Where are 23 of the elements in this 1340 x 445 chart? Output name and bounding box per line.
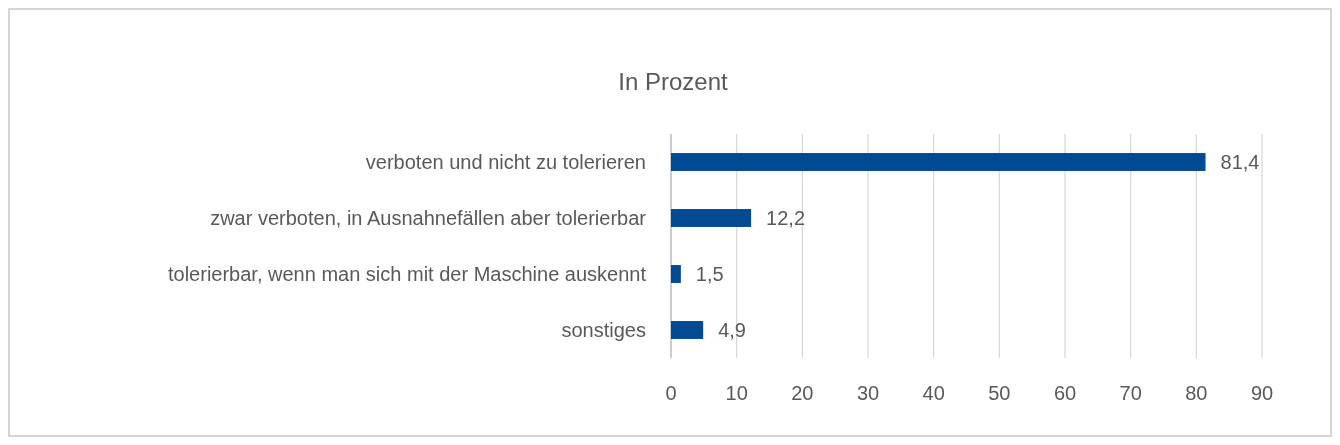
chart-title: In Prozent	[618, 68, 729, 96]
y-tick-label: tolerierbar, wenn man sich mit der Maschine auskennt	[167, 263, 647, 285]
bar	[671, 265, 681, 283]
data-label: 1,5	[695, 263, 724, 285]
bar	[671, 321, 704, 339]
x-tick-label: 0	[665, 382, 677, 404]
x-tick-label: 80	[1185, 382, 1208, 404]
x-tick-label: 10	[725, 382, 748, 404]
bar	[671, 209, 752, 227]
x-tick-label: 70	[1119, 382, 1142, 404]
data-label: 81,4	[1220, 151, 1260, 173]
x-tick-label: 20	[791, 382, 814, 404]
y-tick-label: verboten und nicht zu tolerieren	[365, 151, 646, 173]
x-tick-label: 40	[922, 382, 945, 404]
x-tick-label: 50	[988, 382, 1011, 404]
y-tick-label: sonstiges	[561, 319, 646, 341]
x-tick-label: 30	[856, 382, 880, 404]
x-tick-label: 60	[1053, 382, 1077, 404]
data-label: 12,2	[766, 207, 806, 229]
bar	[671, 153, 1206, 171]
x-tick-label: 90	[1250, 382, 1274, 404]
y-tick-label: zwar verboten, in Ausnahnefällen aber tolerierbar	[210, 207, 647, 229]
data-label: 4,9	[718, 319, 746, 341]
